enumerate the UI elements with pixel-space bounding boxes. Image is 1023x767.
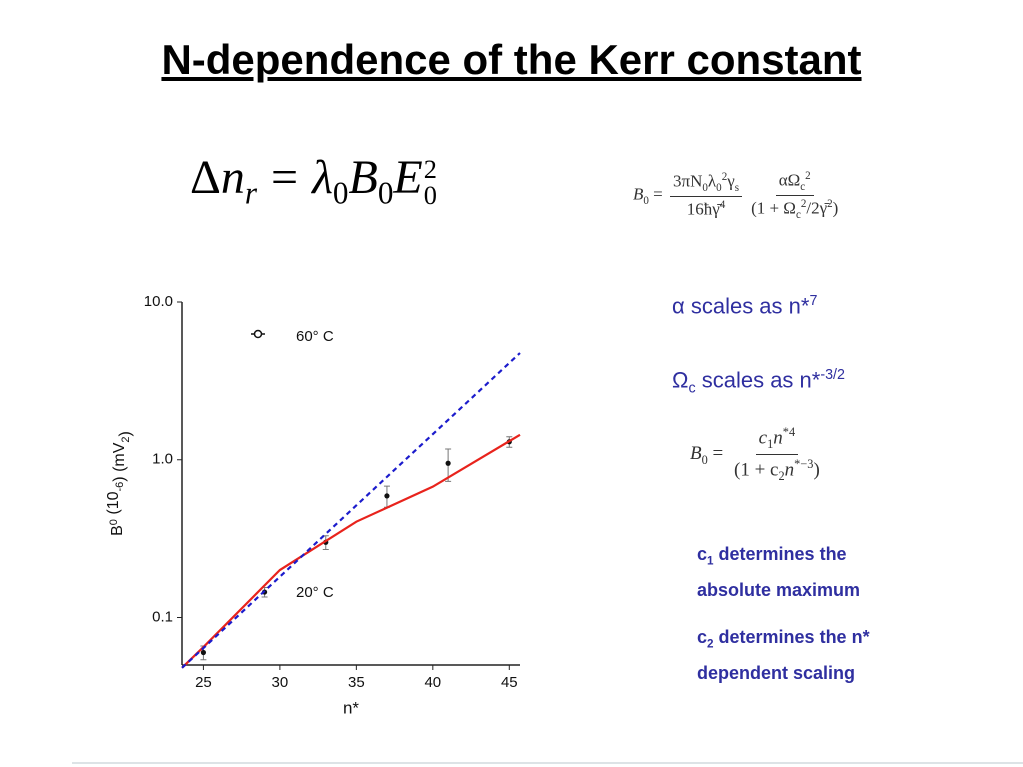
y-label-part: 0 bbox=[108, 519, 120, 525]
eq-part: 0 bbox=[377, 175, 394, 211]
f-part: B bbox=[690, 442, 702, 464]
f-part: 2 bbox=[805, 170, 811, 182]
f-part: 4 bbox=[719, 199, 726, 212]
fraction: 3πN0λ02γs 16ħγ̄4 bbox=[670, 171, 743, 220]
text: Ω bbox=[672, 367, 689, 393]
footer-rule bbox=[72, 762, 1023, 764]
data-point bbox=[200, 649, 207, 656]
formula-fit: B0 = c1n*4 (1 + c2n*−3) bbox=[690, 425, 826, 484]
f-part: 0 bbox=[702, 182, 708, 195]
f-part: *4 bbox=[782, 425, 796, 439]
f-part: *−3 bbox=[794, 457, 814, 472]
f-part: ) bbox=[813, 459, 820, 481]
eq-part: Δ bbox=[190, 151, 221, 204]
f-part: (1 + Ω bbox=[751, 198, 796, 218]
y-label-part: B bbox=[109, 525, 126, 536]
text: c bbox=[697, 627, 708, 647]
fraction: αΩc2 (1 + Ωc2/2γ̄2) bbox=[748, 170, 841, 221]
y-tick-label: 10.0 bbox=[144, 293, 173, 310]
x-axis-label: n* bbox=[343, 698, 359, 717]
x-tick-label: 25 bbox=[195, 674, 212, 691]
f-part: 2 bbox=[827, 198, 833, 211]
eq-part: n bbox=[220, 151, 245, 204]
text: determines the absolute maximum bbox=[697, 544, 861, 600]
f-part: (1 + c bbox=[734, 459, 779, 481]
y-label-part: (10 bbox=[105, 491, 122, 519]
f-part: 0 bbox=[701, 452, 708, 467]
annotation: 60° C bbox=[296, 328, 334, 345]
text: scales as n* bbox=[695, 367, 821, 393]
x-tick-label: 35 bbox=[348, 674, 365, 691]
f-part: 0 bbox=[643, 194, 649, 207]
note: c1 determines the absolute maximum bbox=[697, 540, 912, 604]
slide-title: N-dependence of the Kerr constant bbox=[161, 36, 862, 83]
text: 1 bbox=[707, 554, 714, 568]
y-tick-label: 1.0 bbox=[152, 451, 173, 468]
text: 2 bbox=[707, 637, 714, 651]
equation: Δnr = λ0B0E 2 0 bbox=[190, 150, 437, 212]
text: α scales as n* bbox=[672, 293, 810, 319]
formula-b0: B0 = 3πN0λ02γs 16ħγ̄4 αΩc2 (1 + Ωc2/2γ̄2) bbox=[633, 170, 844, 221]
f-part: c bbox=[800, 181, 806, 194]
f-part: ) bbox=[832, 198, 839, 218]
eq-part: B bbox=[348, 151, 378, 204]
f-part: 2 bbox=[721, 171, 728, 184]
scaling-alpha: α scales as n*7 bbox=[672, 293, 817, 319]
f-part: /2γ̄ bbox=[806, 198, 828, 218]
f-part: = bbox=[653, 184, 663, 204]
fraction: c1n*4 (1 + c2n*−3) bbox=[731, 425, 823, 484]
text: determines the n* dependent scaling bbox=[697, 627, 870, 683]
f-part: 3πN bbox=[673, 171, 703, 191]
annotation: 20° C bbox=[296, 584, 334, 601]
x-tick-label: 30 bbox=[272, 674, 289, 691]
f-part: γ bbox=[727, 171, 735, 191]
f-part: 1 bbox=[767, 437, 774, 452]
eq-part: E bbox=[393, 151, 423, 204]
data-point bbox=[384, 493, 390, 499]
f-part: = bbox=[712, 442, 724, 464]
f-part: 2 bbox=[800, 198, 807, 211]
f-part: n bbox=[784, 459, 795, 481]
scaling-omega: Ωc scales as n*-3/2 bbox=[672, 367, 845, 397]
f-part: c bbox=[758, 427, 768, 449]
y-label-part: ) bbox=[117, 431, 134, 436]
data-point bbox=[445, 460, 451, 466]
f-part: c bbox=[795, 209, 801, 222]
y-label-part: -6 bbox=[114, 482, 126, 492]
f-part: B bbox=[633, 184, 644, 204]
x-tick-label: 40 bbox=[424, 674, 441, 691]
text: c bbox=[688, 380, 696, 397]
f-part: n bbox=[773, 427, 783, 449]
f-part: s bbox=[734, 182, 740, 195]
eq-part: 0 bbox=[332, 175, 349, 211]
chart: 10.0 1.0 0.1 25 30 35 40 45 n* B0 (10-6) (mV2) 60°… bbox=[105, 293, 521, 717]
text: c bbox=[697, 544, 708, 564]
eq-part: λ bbox=[312, 151, 333, 204]
y-axis-label: B0 (10-6) (mV2) bbox=[105, 431, 134, 536]
text: -3/2 bbox=[820, 367, 845, 383]
eq-part: 0 bbox=[423, 179, 437, 210]
eq-part: = bbox=[271, 151, 299, 204]
eq-part: 2 bbox=[423, 153, 437, 184]
eq-part: r bbox=[244, 175, 258, 211]
f-part: αΩ bbox=[778, 170, 801, 190]
x-tick-label: 45 bbox=[501, 674, 518, 691]
text: 7 bbox=[809, 293, 818, 309]
f-part: λ bbox=[707, 171, 717, 191]
y-label-part: ) (mV bbox=[111, 442, 128, 481]
fit-line bbox=[181, 352, 521, 669]
f-part: 2 bbox=[778, 469, 785, 484]
y-label-part: 2 bbox=[120, 436, 132, 442]
fit-line bbox=[181, 433, 521, 669]
legend-marker bbox=[251, 329, 265, 339]
f-part: 0 bbox=[716, 182, 722, 195]
note: c2 determines the n* dependent scaling bbox=[697, 623, 912, 687]
f-part: 16ħγ̄ bbox=[686, 199, 720, 219]
y-tick-label: 0.1 bbox=[152, 608, 173, 625]
